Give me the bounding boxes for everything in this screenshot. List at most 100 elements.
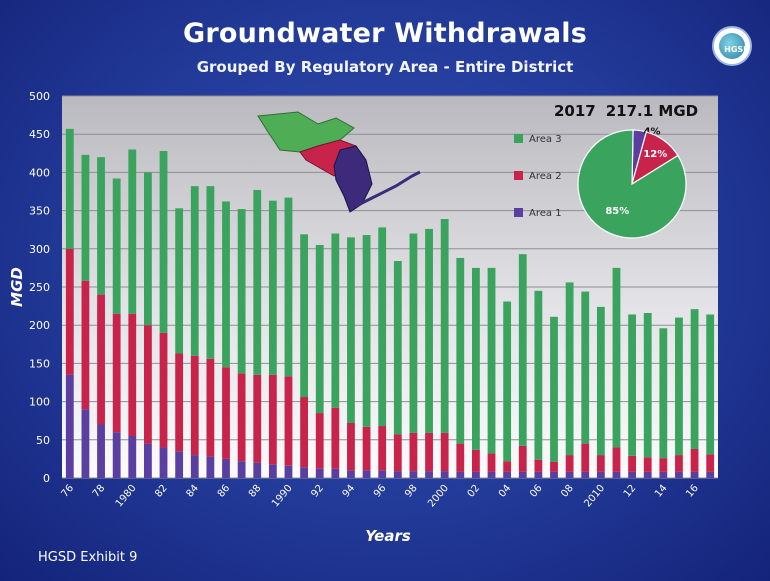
y-tick-label: 200 [29, 319, 50, 332]
bar-area1-1976 [65, 374, 74, 478]
bar-area2-1994 [347, 422, 355, 471]
pie-slice-label: 4% [644, 127, 661, 138]
bar-area2-2000 [440, 432, 449, 472]
x-tick-label: 04 [497, 483, 514, 500]
bar-area2-1993 [331, 407, 340, 469]
bar-area2-2007 [550, 461, 558, 472]
bar-area1-1985 [206, 456, 215, 478]
y-axis-title: MGD [8, 267, 26, 307]
bar-area2-2004 [503, 461, 512, 472]
bar-area1-1980 [128, 435, 137, 478]
legend-label: Area 3 [529, 134, 562, 145]
hgsd-logo: HGSD [712, 26, 752, 66]
x-tick-label: 86 [216, 483, 233, 500]
bar-area1-2016 [690, 471, 699, 478]
bar-area3-1998 [409, 233, 418, 433]
x-tick-label: 78 [91, 483, 108, 500]
bar-area3-1989 [268, 200, 277, 375]
x-tick-label: 06 [528, 483, 545, 500]
bar-area1-1987 [237, 461, 246, 478]
bar-area3-2016 [690, 309, 699, 449]
bar-area3-1976 [65, 128, 74, 249]
bar-area3-1982 [159, 151, 168, 333]
bar-area2-1985 [206, 358, 215, 457]
bar-area2-1981 [144, 325, 152, 444]
x-tick-label: 1990 [270, 483, 295, 510]
legend-swatch [514, 208, 523, 217]
bar-area1-1981 [144, 443, 152, 478]
bar-area3-2014 [659, 328, 668, 459]
bar-area2-2001 [456, 443, 465, 472]
bar-area2-2012 [628, 455, 636, 472]
bar-area3-1978 [97, 157, 105, 295]
chart-title: Groundwater Withdrawals [182, 18, 587, 49]
bar-area2-1991 [300, 397, 308, 468]
bar-area2-1996 [378, 426, 387, 471]
bar-area3-2007 [550, 316, 558, 462]
bar-area1-2004 [503, 471, 512, 478]
pie-slice-area3 [577, 129, 687, 239]
bar-area1-2003 [487, 471, 496, 478]
y-tick-label: 450 [29, 128, 50, 141]
bar-area3-2009 [581, 291, 590, 444]
bar-area1-2010 [596, 471, 605, 478]
bar-area2-2011 [612, 447, 621, 472]
legend-swatch [514, 134, 523, 143]
x-tick-label: 2000 [426, 483, 451, 510]
bar-area1-2006 [534, 471, 543, 478]
bar-area3-1979 [112, 178, 121, 314]
bar-area1-1979 [112, 432, 121, 478]
bar-area1-1995 [362, 470, 371, 478]
bar-area3-1995 [362, 235, 371, 427]
x-tick-label: 2010 [582, 483, 607, 510]
bar-area2-1982 [159, 332, 168, 448]
bar-area2-2013 [643, 457, 652, 472]
y-tick-label: 100 [29, 396, 50, 409]
bar-area3-2006 [534, 290, 543, 460]
bar-area2-1980 [128, 313, 137, 436]
bar-area2-1976 [65, 248, 74, 375]
x-tick-label: 14 [653, 483, 670, 500]
x-tick-label: 76 [59, 483, 76, 500]
bar-area1-1983 [175, 451, 184, 478]
bar-area3-1999 [425, 228, 433, 433]
bar-area2-1992 [315, 413, 324, 469]
bar-area3-2017 [706, 314, 715, 455]
bar-area2-1995 [362, 426, 371, 471]
bar-area3-2004 [503, 301, 512, 462]
bar-area1-2005 [518, 471, 527, 478]
bar-area2-1983 [175, 353, 184, 452]
bar-area1-2011 [612, 471, 621, 478]
bar-area1-1978 [97, 424, 105, 478]
bar-area3-1986 [222, 201, 230, 368]
bar-area3-1996 [378, 227, 387, 427]
bar-area3-2000 [440, 219, 449, 433]
x-tick-label: 82 [153, 483, 170, 500]
bar-area1-1988 [253, 462, 262, 478]
bar-area1-2015 [675, 471, 683, 478]
x-axis-title: Years [365, 527, 411, 545]
bar-area2-1999 [425, 432, 433, 472]
bar-area1-1984 [190, 455, 199, 478]
bar-area3-1994 [347, 237, 355, 423]
bar-area1-1990 [284, 465, 293, 478]
bar-area3-2003 [487, 267, 496, 454]
bar-area1-1977 [81, 409, 90, 478]
bar-area2-1988 [253, 374, 262, 463]
bar-area1-2014 [659, 471, 668, 478]
bar-area2-1990 [284, 376, 293, 466]
bar-area3-2008 [565, 282, 574, 456]
bar-area3-1987 [237, 209, 246, 374]
bar-area1-1992 [315, 468, 324, 478]
bar-area3-1992 [315, 244, 324, 414]
bar-area2-1998 [409, 432, 418, 472]
legend-label: Area 1 [529, 208, 562, 219]
bar-area2-1989 [268, 374, 277, 465]
bar-area1-1997 [393, 471, 402, 478]
bar-area1-2000 [440, 471, 449, 478]
x-tick-label: 92 [309, 483, 326, 500]
bar-area1-1986 [222, 458, 230, 478]
bar-area2-2015 [675, 455, 683, 472]
bar-area2-2002 [472, 449, 480, 472]
